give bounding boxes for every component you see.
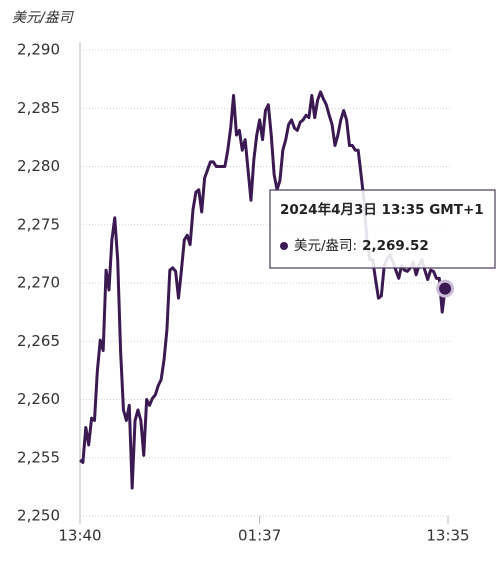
tooltip-value: 2,269.52 — [362, 238, 429, 254]
grid: 2,250 2,255 2,260 2,265 2,270 2,275 2,280 2,285… — [17, 41, 470, 545]
y-tick-label: 2,260 — [17, 390, 60, 408]
y-tick-label: 2,280 — [17, 157, 60, 175]
y-tick-label: 2,265 — [17, 332, 60, 350]
y-tick-label: 2,285 — [17, 99, 60, 117]
x-tick-label: 13:35 — [426, 527, 469, 545]
hover-marker — [436, 279, 455, 298]
x-tick-label: 01:37 — [238, 527, 281, 545]
tooltip-series: 美元/盎司: — [294, 238, 357, 254]
plot — [79, 90, 455, 490]
x-tick-label: 13:40 — [58, 527, 101, 545]
y-tick-label: 2,270 — [17, 274, 60, 292]
tooltip-box — [269, 189, 496, 269]
y-tick-label: 2,250 — [17, 507, 60, 525]
tooltip-title: 2024年4月3日 13:35 GMT+1 — [280, 201, 484, 218]
series-line — [79, 90, 447, 490]
y-axis-label: 美元/盎司 — [12, 10, 75, 26]
tooltip: 2024年4月3日 13:35 GMT+1 美元/盎司: 2,269.52 — [269, 189, 496, 269]
y-tick-label: 2,275 — [17, 215, 60, 233]
y-tick-label: 2,290 — [17, 41, 60, 59]
y-tick-label: 2,255 — [17, 448, 60, 466]
tooltip-bullet — [280, 242, 288, 250]
